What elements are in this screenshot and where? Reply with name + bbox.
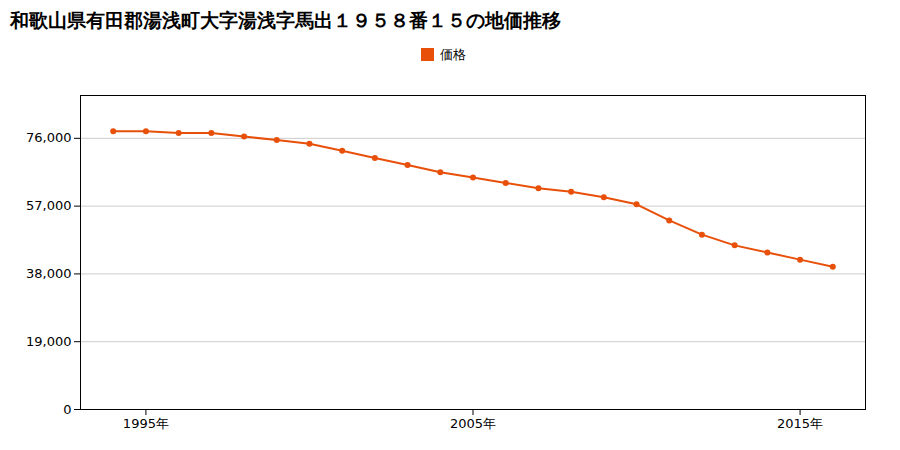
svg-text:1995年: 1995年 bbox=[123, 415, 169, 430]
svg-text:0: 0 bbox=[63, 401, 71, 416]
svg-text:19,000: 19,000 bbox=[26, 333, 72, 348]
html-text:和歌山県有田郡湯浅町大字湯浅字馬出１９５８番１５の地価推移: 和歌山県有田郡湯浅町大字湯浅字馬出１９５８番１５の地価推移 bbox=[10, 9, 561, 31]
svg-text:2015年: 2015年 bbox=[777, 415, 823, 430]
html-text:価格: 価格 bbox=[440, 46, 467, 62]
svg-text:38,000: 38,000 bbox=[26, 266, 72, 281]
svg-text:76,000: 76,000 bbox=[26, 130, 72, 145]
svg-text:2005年: 2005年 bbox=[450, 415, 496, 430]
svg-text:57,000: 57,000 bbox=[26, 198, 72, 213]
